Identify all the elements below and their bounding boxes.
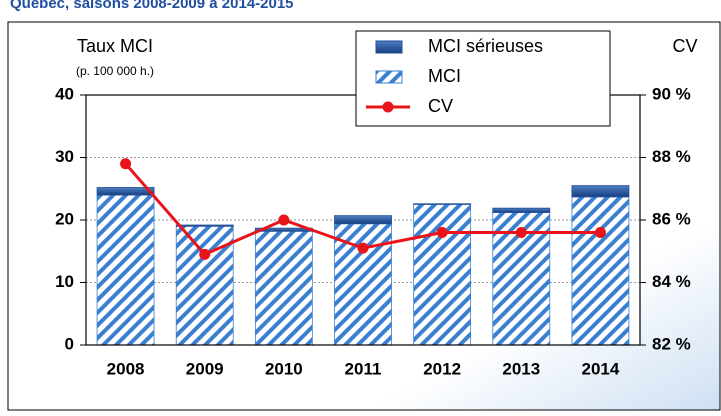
y2-tick-label: 86 %: [652, 209, 691, 228]
legend-label: CV: [428, 96, 453, 116]
x-tick-label: 2008: [107, 359, 145, 378]
bar-mci-serious: [175, 224, 234, 227]
bar-mci: [571, 196, 630, 346]
y2-tick-label: 88 %: [652, 147, 691, 166]
legend-swatch: [375, 40, 403, 54]
x-tick-label: 2014: [582, 359, 620, 378]
cv-point: [594, 227, 606, 238]
x-tick-label: 2012: [423, 359, 461, 378]
x-tick-label: 2010: [265, 359, 303, 378]
bar-mci: [175, 225, 234, 346]
y-tick-label: 30: [55, 147, 74, 166]
y-tick-label: 40: [55, 84, 74, 103]
y-tick-label: 20: [55, 209, 74, 228]
bar-mci-serious: [413, 203, 472, 205]
cv-point: [515, 227, 527, 238]
legend-swatch: [375, 70, 403, 84]
bar-mci-serious: [334, 215, 392, 225]
y-tick-label: 10: [55, 272, 74, 291]
cv-point: [199, 248, 211, 260]
y2-axis-label: CV: [672, 36, 697, 56]
x-tick-label: 2011: [345, 359, 382, 378]
cv-point: [357, 242, 369, 254]
y-axis-label: Taux MCI: [77, 36, 153, 56]
cv-point: [120, 158, 132, 170]
y-axis-sublabel: (p. 100 000 h.): [76, 64, 154, 78]
bar-mci-serious: [571, 185, 630, 198]
legend-marker: [382, 101, 394, 113]
legend-label: MCI: [428, 66, 461, 86]
bar-mci: [96, 194, 155, 346]
bar-mci-serious: [492, 207, 551, 213]
cv-point: [278, 214, 290, 226]
y2-tick-label: 90 %: [652, 84, 691, 103]
bar-mci: [254, 230, 313, 346]
x-tick-label: 2013: [502, 359, 540, 378]
bar-mci-serious: [96, 187, 155, 196]
legend-label: MCI sérieuses: [428, 36, 543, 56]
y2-tick-label: 84 %: [652, 272, 691, 291]
bar-mci: [413, 203, 472, 346]
cv-point: [436, 227, 448, 238]
chart-title: Québec, saisons 2008-2009 à 2014-2015: [10, 0, 294, 12]
y2-tick-label: 82 %: [652, 334, 691, 353]
y-tick-label: 0: [65, 334, 74, 353]
x-tick-label: 2009: [186, 359, 224, 378]
